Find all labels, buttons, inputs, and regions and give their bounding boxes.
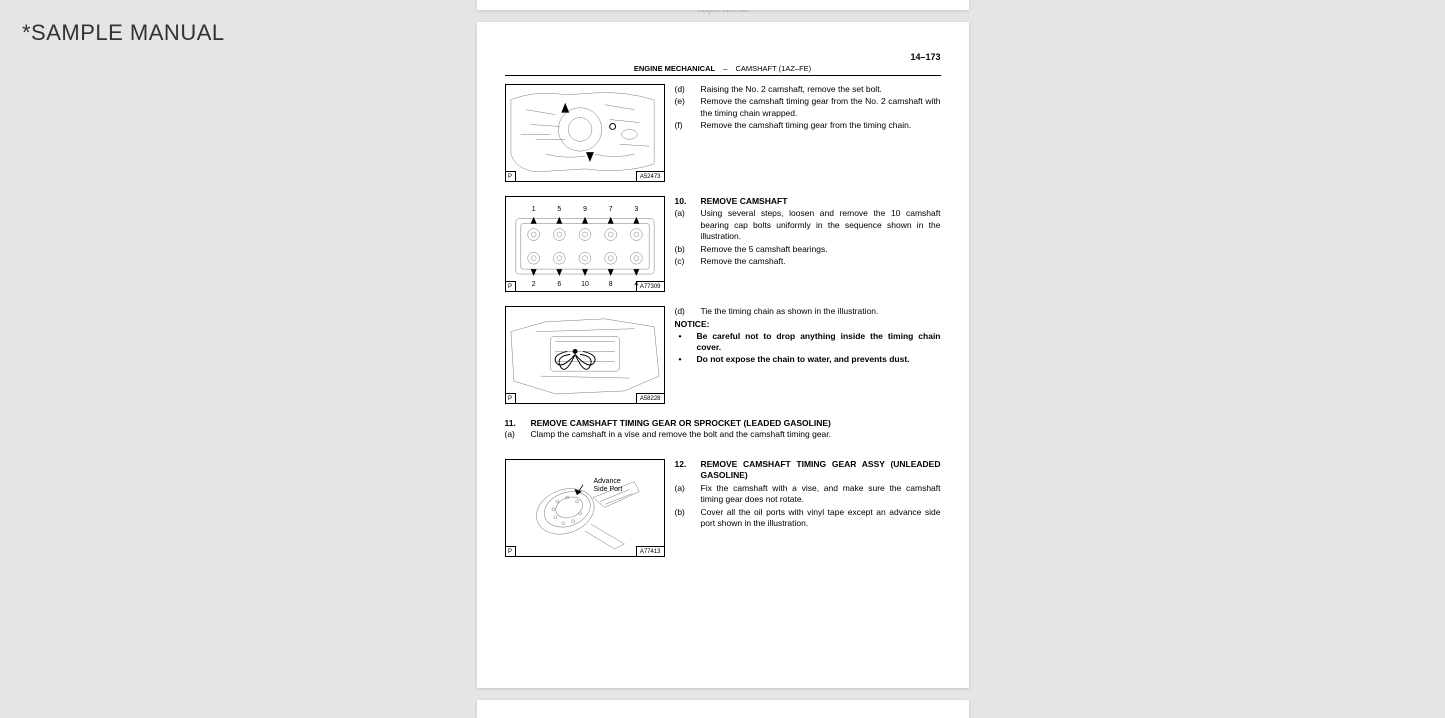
step-letter: (d) — [675, 306, 693, 317]
figure-p-icon: P — [506, 171, 516, 181]
step-letter: (c) — [675, 256, 693, 267]
figure-2: 15973 261084 P A77309 — [505, 196, 665, 292]
notice-label: NOTICE: — [675, 319, 941, 330]
manual-page: 14–173 ENGINE MECHANICAL – CAMSHAFT (1AZ… — [477, 22, 969, 688]
step-number: 11. — [505, 418, 523, 428]
svg-text:9: 9 — [583, 206, 587, 213]
instruction-block-5: AdvanceSide Port P A77413 12. REMOVE CAMS… — [505, 459, 941, 557]
step-text: Remove the 5 camshaft bearings. — [701, 244, 941, 255]
step-letter: (d) — [675, 84, 693, 95]
step-text: Using several steps, loosen and remove t… — [701, 208, 941, 242]
step-letter: (a) — [505, 429, 523, 439]
instruction-block-2: 15973 261084 P A77309 10.REMOVE CAMSHAFT… — [505, 196, 941, 292]
instruction-block-3: P A58228 (d) Tie the timing chain as show… — [505, 306, 941, 404]
figure-code: A58228 — [636, 393, 664, 403]
step-number: 12. — [675, 459, 693, 482]
prev-page-sliver — [477, 0, 969, 10]
sample-manual-label: *SAMPLE MANUAL — [22, 20, 225, 46]
instruction-text-3: (d) Tie the timing chain as shown in the … — [675, 306, 941, 365]
step-text: Cover all the oil ports with vinyl tape … — [701, 507, 941, 530]
svg-text:2: 2 — [531, 281, 535, 288]
instruction-text-1: (d) Raising the No. 2 camshaft, remove th… — [675, 84, 941, 133]
figure-code: A52473 — [636, 171, 664, 181]
instruction-block-1: P A52473 (d) Raising the No. 2 camshaft, … — [505, 84, 941, 182]
header-section: ENGINE MECHANICAL — [634, 64, 715, 73]
figure-1: P A52473 — [505, 84, 665, 182]
step-text: Remove the camshaft. — [701, 256, 941, 267]
svg-text:1: 1 — [531, 206, 535, 213]
svg-text:10: 10 — [581, 281, 589, 288]
figure-5: AdvanceSide Port P A77413 — [505, 459, 665, 557]
step-letter: (f) — [675, 120, 693, 131]
step-title: REMOVE CAMSHAFT TIMING GEAR ASSY (UNLEAD… — [701, 459, 941, 482]
step-letter: (b) — [675, 507, 693, 530]
svg-text:5: 5 — [557, 206, 561, 213]
step-number: 10. — [675, 196, 693, 207]
engine-diagram-icon — [506, 85, 664, 182]
cylinder-head-diagram-icon: 15973 261084 — [506, 197, 664, 292]
figure-3: P A58228 — [505, 306, 665, 404]
instruction-block-4: 11. REMOVE CAMSHAFT TIMING GEAR OR SPROCK… — [505, 418, 941, 439]
step-title: REMOVE CAMSHAFT TIMING GEAR OR SPROCKET … — [531, 418, 941, 428]
figure-code: A77309 — [636, 281, 664, 291]
svg-text:8: 8 — [608, 281, 612, 288]
bullet-icon: • — [679, 354, 689, 365]
svg-text:7: 7 — [608, 206, 612, 213]
page-header: 14–173 ENGINE MECHANICAL – CAMSHAFT (1AZ… — [505, 52, 941, 76]
step-text: Clamp the camshaft in a vise and remove … — [531, 429, 941, 439]
bullet-text: Do not expose the chain to water, and pr… — [697, 354, 941, 365]
step-letter: (a) — [675, 483, 693, 506]
section-title: ENGINE MECHANICAL – CAMSHAFT (1AZ–FE) — [505, 64, 941, 75]
bullet-text: Be careful not to drop anything inside t… — [697, 331, 941, 354]
figure-code: A77413 — [636, 546, 664, 556]
header-subsection: CAMSHAFT (1AZ–FE) — [735, 64, 811, 73]
figure-inner-label: AdvanceSide Port — [594, 478, 623, 493]
step-letter: (a) — [675, 208, 693, 242]
timing-chain-diagram-icon — [506, 307, 664, 404]
figure-p-icon: P — [506, 393, 516, 403]
timing-gear-diagram-icon — [506, 460, 664, 557]
instruction-text-5: 12. REMOVE CAMSHAFT TIMING GEAR ASSY (UNL… — [675, 459, 941, 531]
step-letter: (e) — [675, 96, 693, 119]
figure-p-icon: P — [506, 281, 516, 291]
step-text: Remove the camshaft timing gear from the… — [701, 96, 941, 119]
svg-text:3: 3 — [634, 206, 638, 213]
step-text: Remove the camshaft timing gear from the… — [701, 120, 941, 131]
step-text: Fix the camshaft with a vise, and make s… — [701, 483, 941, 506]
page-number: 14–173 — [505, 52, 941, 62]
bullet-icon: • — [679, 331, 689, 354]
step-text: Tie the timing chain as shown in the ill… — [701, 306, 941, 317]
step-text: Raising the No. 2 camshaft, remove the s… — [701, 84, 941, 95]
step-title: REMOVE CAMSHAFT — [701, 196, 941, 207]
svg-text:6: 6 — [557, 281, 561, 288]
instruction-text-2: 10. REMOVE CAMSHAFT (a) Using several step… — [675, 196, 941, 269]
step-letter: (b) — [675, 244, 693, 255]
next-page-sliver — [477, 700, 969, 718]
figure-p-icon: P — [506, 546, 516, 556]
header-separator: – — [723, 64, 727, 73]
